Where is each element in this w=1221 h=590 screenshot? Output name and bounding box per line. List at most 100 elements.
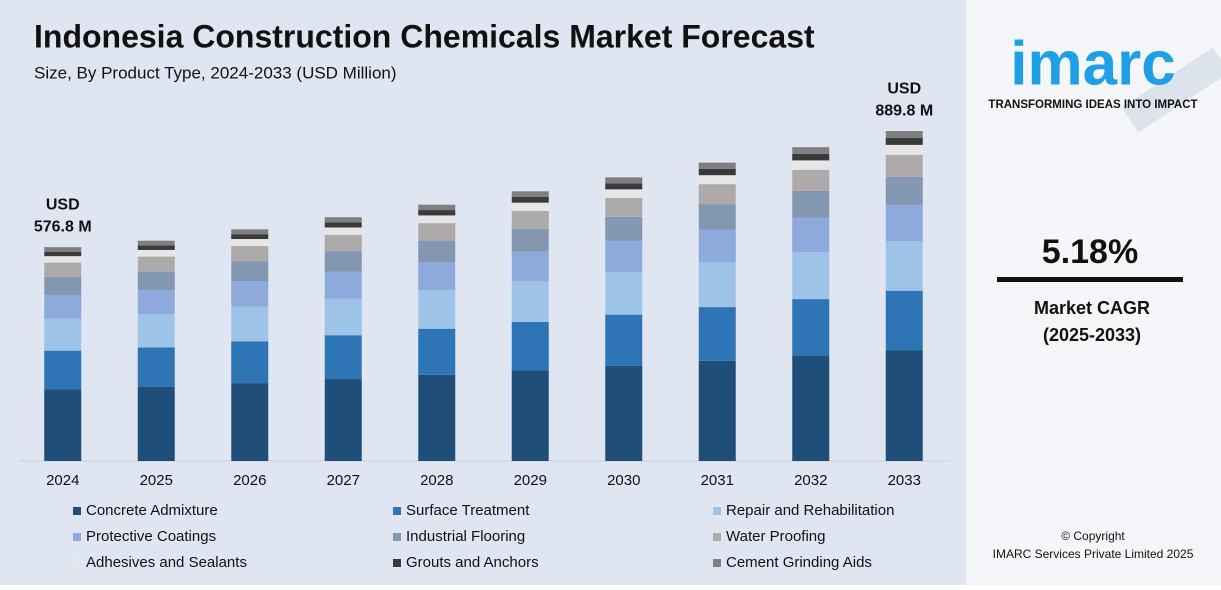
legend-label: Industrial Flooring xyxy=(406,528,525,545)
bar-segment xyxy=(44,389,82,461)
bar-segment xyxy=(511,210,549,229)
legend-swatch xyxy=(713,559,721,567)
bar-segment xyxy=(231,261,269,282)
bar-segment xyxy=(231,234,269,240)
bar-segment xyxy=(885,204,923,242)
legend-label: Surface Treatment xyxy=(406,502,530,519)
bar-segment xyxy=(137,314,175,348)
bar-segment xyxy=(792,169,830,191)
bar-segment xyxy=(324,222,362,228)
x-tick-label: 2031 xyxy=(701,472,734,489)
bar-segment xyxy=(44,262,82,277)
bar-segment xyxy=(418,223,456,241)
bar-segment xyxy=(885,137,923,145)
bar-segment xyxy=(324,271,362,299)
x-tick-label: 2025 xyxy=(140,472,173,489)
bar-segment xyxy=(44,251,82,257)
bar-segment xyxy=(137,347,175,387)
legend-swatch xyxy=(73,533,81,541)
cagr-period: (2025-2033) xyxy=(1043,325,1141,345)
cagr: 5.18% xyxy=(1042,233,1138,271)
bar-segment xyxy=(44,256,82,263)
bar-segment xyxy=(137,271,175,291)
bar-segment xyxy=(605,183,643,190)
copyright: © Copyright xyxy=(1061,529,1125,543)
bar-segment xyxy=(44,247,82,252)
bar-segment xyxy=(511,281,549,322)
x-tick-label: 2029 xyxy=(514,472,547,489)
bar-segment xyxy=(698,204,736,230)
bar-segment xyxy=(885,350,923,461)
bar-segment xyxy=(605,365,643,461)
legend-label: Protective Coatings xyxy=(86,528,216,545)
bar-segment xyxy=(511,321,549,371)
bar-segment xyxy=(792,147,830,154)
bar-segment xyxy=(324,217,362,223)
bar-segment xyxy=(324,335,362,380)
legend-label: Water Proofing xyxy=(726,528,826,545)
total-label: 889.8 M xyxy=(875,102,933,119)
total-label: 576.8 M xyxy=(34,218,92,235)
bar-segment xyxy=(324,227,362,235)
bar-segment xyxy=(698,229,736,263)
chart-title: Indonesia Construction Chemicals Market … xyxy=(34,18,815,54)
legend-swatch xyxy=(393,507,401,515)
bar-segment xyxy=(885,131,923,138)
bar-segment xyxy=(792,153,830,161)
bar-segment xyxy=(511,251,549,282)
x-tick-label: 2024 xyxy=(46,472,79,489)
bar-segment xyxy=(418,215,456,224)
bar-segment xyxy=(792,160,830,170)
bar-segment xyxy=(792,252,830,300)
x-tick-label: 2026 xyxy=(233,472,266,489)
bar-segment xyxy=(698,262,736,308)
bar-segment xyxy=(418,204,456,211)
bar-segment xyxy=(698,307,736,361)
bar-segment xyxy=(418,240,456,263)
legend-label: Repair and Rehabilitation xyxy=(726,502,894,519)
bar-segment xyxy=(231,245,269,262)
bar-segment xyxy=(44,276,82,296)
bar-segment xyxy=(511,197,549,203)
total-label: USD xyxy=(46,196,80,213)
legend-swatch xyxy=(73,507,81,515)
x-tick-label: 2027 xyxy=(327,472,360,489)
logo: imarc xyxy=(1010,29,1175,98)
bar-segment xyxy=(511,191,549,198)
bar-segment xyxy=(231,306,269,342)
bar-segment xyxy=(605,197,643,217)
bar-segment xyxy=(231,239,269,246)
bar-segment xyxy=(324,298,362,336)
bar-segment xyxy=(418,328,456,375)
bar-segment xyxy=(44,295,82,319)
bar-segment xyxy=(137,240,175,246)
total-label: USD xyxy=(887,80,921,97)
legend-label: Grouts and Anchors xyxy=(406,554,539,571)
bar-segment xyxy=(137,245,175,250)
bar-segment xyxy=(231,341,269,384)
company: IMARC Services Private Limited 2025 xyxy=(993,547,1194,561)
x-tick-label: 2028 xyxy=(420,472,453,489)
bar-segment xyxy=(885,144,923,155)
bar-segment xyxy=(137,290,175,315)
bar-segment xyxy=(44,350,82,390)
bar-segment xyxy=(231,281,269,307)
bar-segment xyxy=(605,240,643,273)
legend-swatch xyxy=(73,559,81,567)
x-tick-label: 2033 xyxy=(888,472,921,489)
bar-segment xyxy=(137,256,175,272)
x-tick-label: 2032 xyxy=(794,472,827,489)
legend-label: Adhesives and Sealants xyxy=(86,554,247,571)
bar-segment xyxy=(605,314,643,366)
bar-segment xyxy=(511,202,549,211)
legend-label: Concrete Admixture xyxy=(86,502,218,519)
bar-segment xyxy=(605,177,643,184)
bar-segment xyxy=(885,290,923,351)
bar-segment xyxy=(605,189,643,198)
tagline: TRANSFORMING IDEAS INTO IMPACT xyxy=(988,99,1197,111)
legend-swatch xyxy=(393,533,401,541)
bar-segment xyxy=(885,154,923,177)
bar-segment xyxy=(137,249,175,257)
decor xyxy=(1121,47,1221,133)
